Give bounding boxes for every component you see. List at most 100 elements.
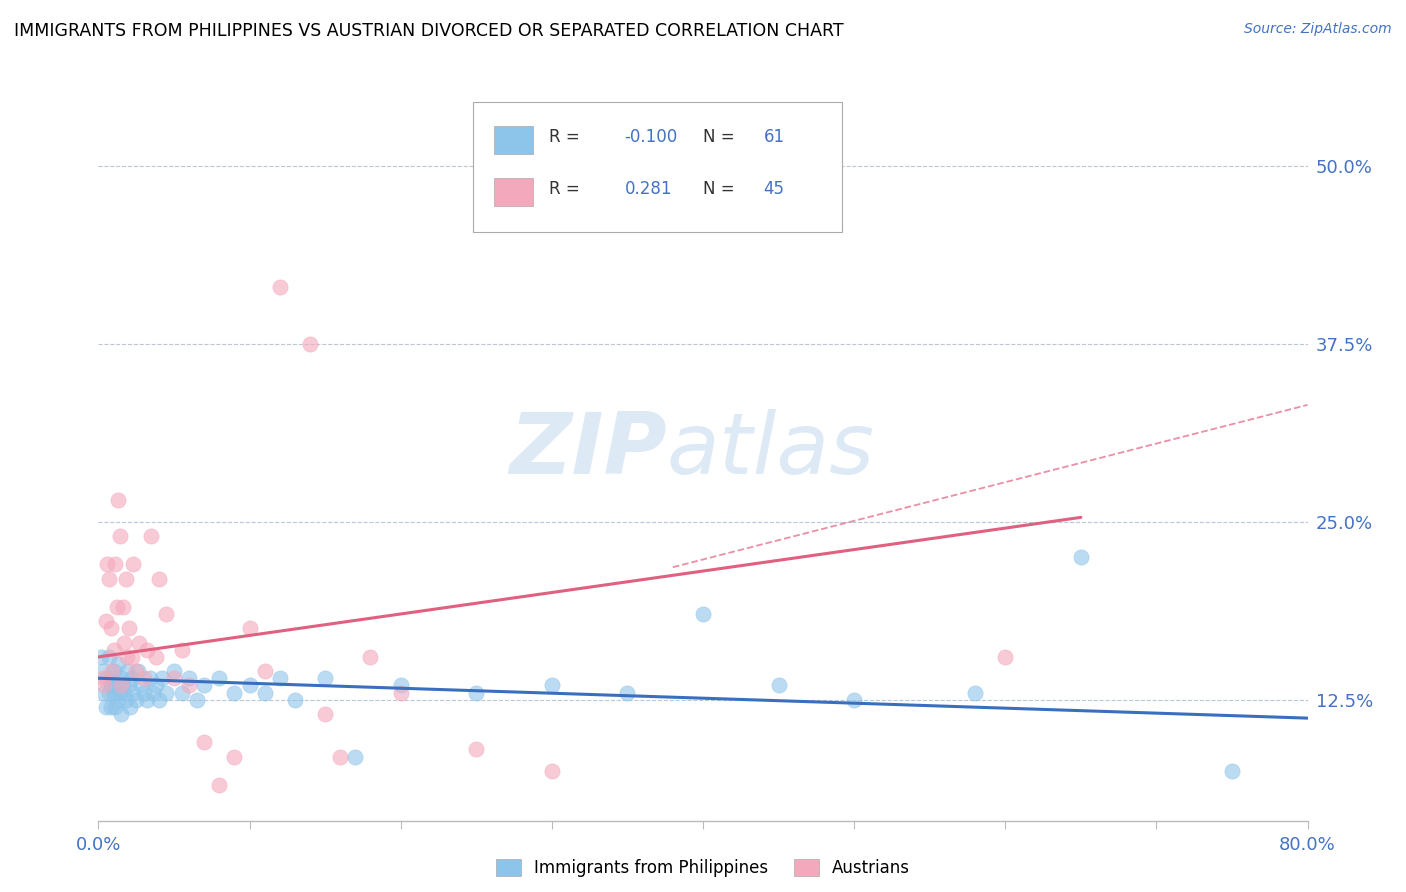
Point [101,664,124,678]
Point [269,671,291,685]
Text: -0.100: -0.100 [624,128,678,146]
Point [114,572,136,586]
Point [96,558,118,572]
Text: atlas: atlas [666,409,875,492]
Point [100,622,122,636]
Point [98,685,121,699]
Point [112,635,135,649]
Point [103,685,125,699]
Point [98,572,121,586]
Point [170,642,193,657]
Point [170,685,193,699]
Point [128,635,150,649]
Point [142,685,165,699]
Point [114,692,136,706]
Point [208,671,231,685]
Point [110,678,132,692]
Point [110,706,132,721]
Point [93,678,115,692]
Point [108,529,131,543]
Point [224,685,246,699]
Point [94,615,117,629]
Text: 0.281: 0.281 [624,180,672,198]
Point [121,671,143,685]
Point [90,649,112,664]
Point [150,671,173,685]
Point [111,678,134,692]
Point [103,642,125,657]
Text: R =: R = [550,180,581,198]
Point [465,742,488,756]
Point [120,699,142,714]
Point [132,685,155,699]
Text: Source: ZipAtlas.com: Source: ZipAtlas.com [1244,22,1392,37]
Point [179,671,201,685]
Point [115,664,138,678]
Point [118,678,141,692]
Point [91,664,114,678]
Text: 45: 45 [763,180,785,198]
Point [107,493,129,508]
Point [107,692,129,706]
Point [115,649,138,664]
Point [105,600,128,615]
Point [768,678,790,692]
Point [465,685,488,699]
FancyBboxPatch shape [474,103,842,232]
Point [329,749,352,764]
Point [540,764,562,778]
Point [253,685,276,699]
Point [135,642,157,657]
Point [193,678,215,692]
Point [965,685,987,699]
Point [314,671,336,685]
Point [193,735,215,749]
Legend: Immigrants from Philippines, Austrians: Immigrants from Philippines, Austrians [489,852,917,884]
Point [107,657,129,671]
Point [104,558,127,572]
Point [389,685,412,699]
Point [155,607,177,622]
Point [121,649,143,664]
Point [360,649,382,664]
Point [139,671,162,685]
Point [141,529,163,543]
Point [111,600,134,615]
Point [125,692,148,706]
Text: N =: N = [703,128,734,146]
Point [129,678,152,692]
Point [239,622,262,636]
Text: R =: R = [550,128,581,146]
Point [994,649,1017,664]
Point [125,664,148,678]
Text: IMMIGRANTS FROM PHILIPPINES VS AUSTRIAN DIVORCED OR SEPARATED CORRELATION CHART: IMMIGRANTS FROM PHILIPPINES VS AUSTRIAN … [14,22,844,40]
Text: N =: N = [703,180,734,198]
Point [148,572,170,586]
Point [91,671,114,685]
Point [1070,550,1092,565]
Point [145,678,167,692]
Point [239,678,262,692]
Point [148,692,170,706]
Point [344,749,367,764]
Point [112,685,135,699]
Point [284,692,307,706]
Point [224,749,246,764]
Point [540,678,562,692]
Point [269,279,291,293]
Point [122,685,145,699]
Point [186,692,208,706]
Point [163,671,186,685]
Point [135,692,157,706]
Point [844,692,866,706]
Point [127,664,149,678]
Point [389,678,412,692]
Text: ZIP: ZIP [509,409,666,492]
Point [104,699,127,714]
Point [253,664,276,678]
Point [103,664,125,678]
Point [145,649,167,664]
Point [208,778,231,792]
Point [132,671,155,685]
Point [100,678,122,692]
